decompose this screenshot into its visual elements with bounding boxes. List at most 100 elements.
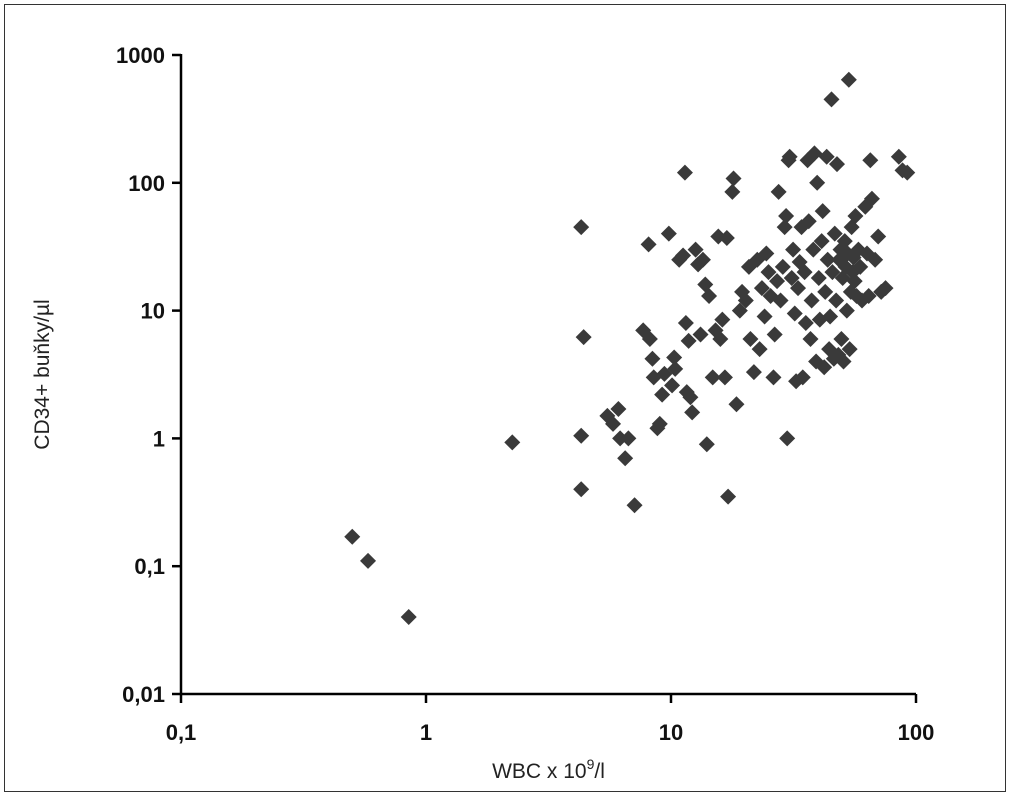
data-point	[617, 450, 634, 467]
data-point	[360, 552, 377, 569]
data-point	[852, 258, 869, 275]
y-ticks: 0,01 0,1 1 10 100 1000	[116, 43, 181, 707]
data-point	[504, 434, 521, 451]
data-point	[826, 225, 843, 242]
data-point	[720, 488, 737, 505]
data-point	[794, 369, 811, 386]
data-point	[840, 71, 857, 88]
y-tick-label: 0,01	[122, 682, 165, 707]
axes	[179, 54, 916, 696]
x-tick-label: 10	[659, 720, 683, 745]
data-point	[712, 330, 729, 347]
data-point	[675, 247, 692, 264]
data-point	[899, 164, 916, 181]
data-point	[810, 269, 827, 286]
data-point	[684, 404, 701, 421]
data-point	[758, 245, 775, 262]
data-point	[781, 148, 798, 165]
data-point	[859, 245, 876, 262]
data-point	[824, 264, 841, 281]
data-point	[644, 350, 661, 367]
data-point	[651, 415, 668, 432]
data-point	[765, 369, 782, 386]
data-point	[772, 292, 789, 309]
data-point	[687, 241, 704, 258]
data-point	[816, 359, 833, 376]
y-axis-title: CD34+ buňky/µl	[31, 299, 54, 449]
data-point	[786, 305, 803, 322]
data-point	[716, 369, 733, 386]
data-point	[725, 170, 742, 187]
data-point	[731, 302, 748, 319]
data-point	[640, 236, 657, 253]
data-point	[664, 377, 681, 394]
data-point	[718, 229, 735, 246]
data-point	[813, 233, 830, 250]
x-tick-label: 100	[898, 720, 935, 745]
data-point	[769, 273, 786, 290]
data-point	[573, 219, 590, 236]
data-point	[612, 430, 629, 447]
data-point	[836, 233, 853, 250]
x-axis-title: WBC x 109/l	[492, 756, 605, 783]
data-point	[641, 330, 658, 347]
data-point	[573, 481, 590, 498]
data-point	[694, 251, 711, 268]
x-tick-label: 1	[420, 720, 432, 745]
data-point	[800, 213, 817, 230]
data-point	[770, 183, 787, 200]
data-point	[680, 332, 697, 349]
data-point	[779, 430, 796, 447]
data-point	[677, 314, 694, 331]
data-point	[737, 292, 754, 309]
x-ticks: 0,1 1 10 100	[166, 694, 935, 745]
data-point	[682, 389, 699, 406]
data-point	[803, 292, 820, 309]
data-point	[742, 330, 759, 347]
data-point	[847, 207, 864, 224]
data-points	[344, 71, 916, 626]
data-point	[817, 283, 834, 300]
data-point	[667, 360, 684, 377]
data-point	[776, 219, 793, 236]
data-point	[760, 264, 777, 281]
data-point	[626, 497, 643, 514]
data-point	[828, 292, 845, 309]
data-point	[714, 311, 731, 328]
y-tick-label: 1000	[116, 43, 165, 68]
data-point	[666, 349, 683, 366]
data-point	[756, 308, 773, 325]
data-point	[796, 264, 813, 281]
data-point	[620, 430, 637, 447]
data-point	[724, 183, 741, 200]
data-point	[605, 415, 622, 432]
data-point	[745, 364, 762, 381]
data-point	[654, 386, 671, 403]
data-point	[774, 258, 791, 275]
data-point	[610, 400, 627, 417]
data-point	[797, 314, 814, 331]
data-point	[802, 330, 819, 347]
data-point	[867, 251, 884, 268]
data-point	[698, 436, 715, 453]
data-point	[676, 164, 693, 181]
y-tick-label: 1	[153, 426, 165, 451]
data-point	[829, 156, 846, 173]
data-point	[890, 148, 907, 165]
data-point	[846, 273, 863, 290]
data-point	[692, 326, 709, 343]
data-point	[809, 174, 826, 191]
data-point	[818, 148, 835, 165]
data-point	[573, 427, 590, 444]
figure-frame	[4, 4, 1006, 792]
y-tick-label: 100	[128, 171, 165, 196]
data-point	[819, 251, 836, 268]
data-point	[877, 280, 894, 297]
data-point	[778, 207, 795, 224]
data-point	[841, 341, 858, 358]
data-point	[575, 329, 592, 346]
data-point	[790, 280, 807, 297]
data-point	[838, 302, 855, 319]
data-point	[704, 369, 721, 386]
data-point	[835, 353, 852, 370]
